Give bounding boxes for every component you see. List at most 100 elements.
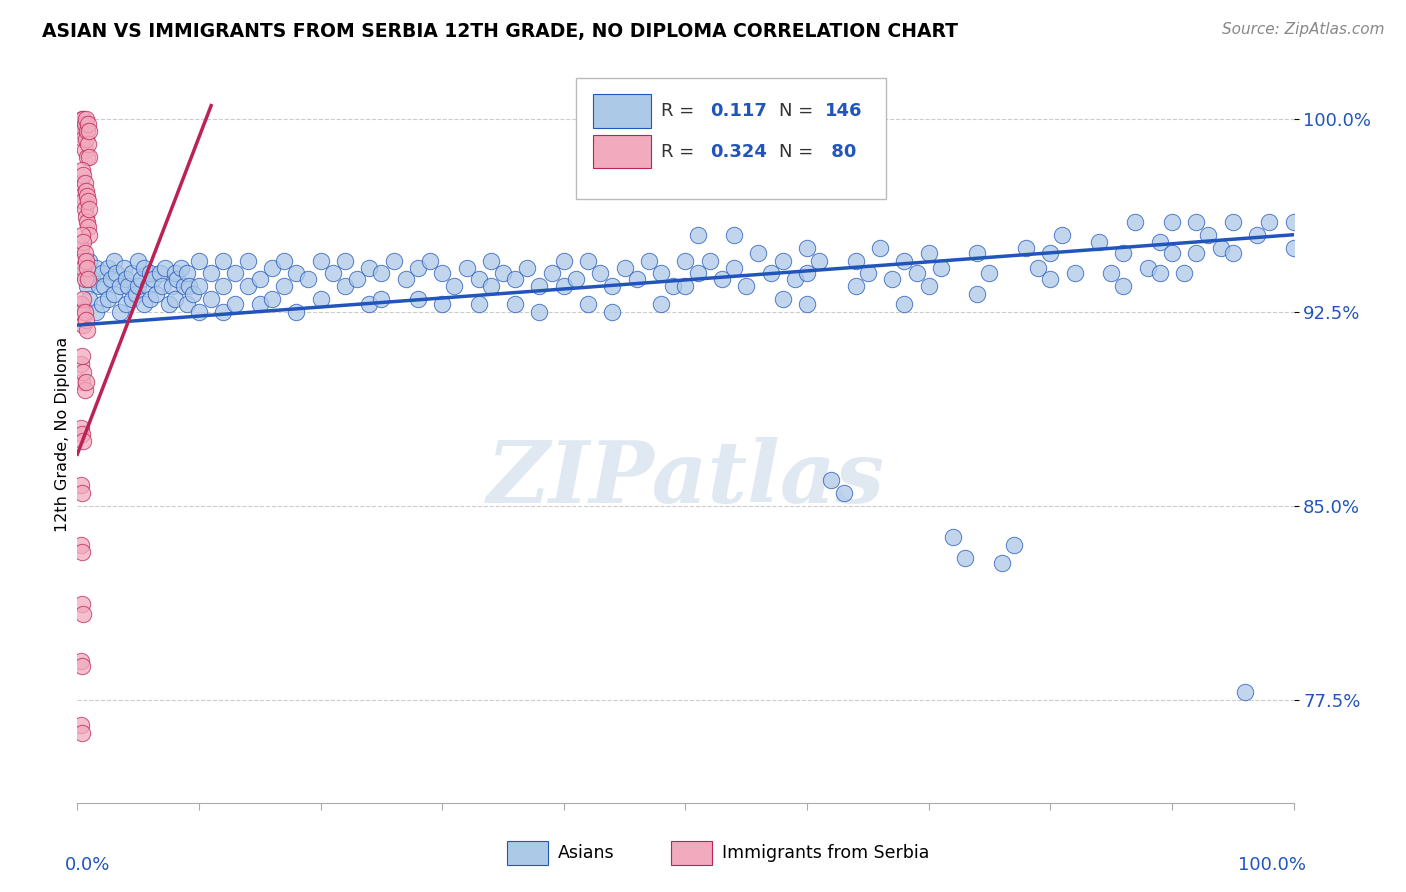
Point	[675, 253, 697, 268]
Text: 0.324: 0.324	[710, 143, 766, 161]
Point	[443, 279, 465, 293]
Point	[77, 117, 100, 131]
Point	[845, 253, 868, 268]
Point	[108, 279, 131, 293]
Point	[905, 267, 928, 281]
Point	[188, 305, 211, 319]
Point	[772, 293, 794, 307]
Point	[918, 279, 941, 293]
Point	[224, 267, 246, 281]
Point	[686, 227, 709, 242]
Point	[70, 478, 93, 492]
Point	[72, 267, 94, 281]
Point	[212, 253, 235, 268]
Point	[79, 227, 101, 242]
Point	[395, 271, 418, 285]
Point	[103, 253, 125, 268]
Point	[70, 117, 93, 131]
Point	[84, 261, 107, 276]
Point	[93, 279, 115, 293]
Point	[181, 287, 204, 301]
Point	[869, 241, 891, 255]
Text: Source: ZipAtlas.com: Source: ZipAtlas.com	[1222, 22, 1385, 37]
Point	[163, 267, 186, 281]
Point	[759, 267, 782, 281]
Point	[359, 261, 381, 276]
Text: 100.0%: 100.0%	[1237, 855, 1306, 874]
Point	[990, 556, 1012, 570]
Point	[160, 279, 183, 293]
Point	[1099, 267, 1122, 281]
FancyBboxPatch shape	[671, 841, 713, 864]
Point	[966, 245, 988, 260]
Point	[479, 253, 502, 268]
Point	[576, 253, 599, 268]
Point	[662, 279, 685, 293]
Point	[602, 279, 624, 293]
Point	[236, 279, 259, 293]
Point	[77, 137, 100, 152]
Point	[333, 253, 356, 268]
Point	[75, 112, 97, 126]
Point	[72, 607, 94, 622]
Point	[173, 279, 195, 293]
Point	[103, 287, 125, 301]
Point	[565, 271, 588, 285]
Point	[179, 279, 201, 293]
Point	[966, 287, 988, 301]
Point	[212, 305, 235, 319]
Point	[72, 194, 94, 209]
Point	[1173, 267, 1195, 281]
Point	[125, 287, 148, 301]
Point	[333, 279, 356, 293]
Point	[236, 253, 259, 268]
Point	[75, 184, 97, 198]
Point	[70, 305, 93, 319]
Point	[70, 124, 93, 138]
Point	[747, 245, 769, 260]
Point	[602, 305, 624, 319]
Point	[382, 253, 405, 268]
Point	[929, 261, 952, 276]
Point	[200, 293, 222, 307]
Point	[77, 219, 100, 234]
Point	[260, 293, 283, 307]
Point	[73, 383, 96, 397]
Point	[73, 271, 96, 285]
Point	[808, 253, 831, 268]
Point	[73, 245, 96, 260]
Point	[79, 150, 101, 164]
Point	[73, 202, 96, 216]
Point	[1185, 215, 1208, 229]
Text: ZIPatlas: ZIPatlas	[486, 437, 884, 521]
Point	[638, 253, 661, 268]
Point	[576, 297, 599, 311]
Point	[686, 267, 709, 281]
Point	[1222, 215, 1244, 229]
Point	[1039, 245, 1062, 260]
Point	[75, 253, 97, 268]
Point	[1125, 215, 1147, 229]
Point	[72, 235, 94, 250]
Point	[115, 297, 138, 311]
Point	[112, 261, 135, 276]
Point	[70, 426, 93, 441]
Point	[134, 297, 156, 311]
Point	[75, 210, 97, 224]
Point	[529, 279, 551, 293]
Point	[346, 271, 368, 285]
Point	[224, 297, 246, 311]
Point	[115, 271, 138, 285]
Point	[73, 143, 96, 157]
Point	[1209, 241, 1232, 255]
Point	[783, 271, 806, 285]
Point	[979, 267, 1001, 281]
Point	[75, 313, 97, 327]
Point	[1282, 215, 1305, 229]
Text: N =: N =	[779, 143, 813, 161]
Point	[710, 271, 733, 285]
Point	[529, 305, 551, 319]
Point	[75, 132, 97, 146]
Point	[100, 271, 122, 285]
Point	[73, 117, 96, 131]
